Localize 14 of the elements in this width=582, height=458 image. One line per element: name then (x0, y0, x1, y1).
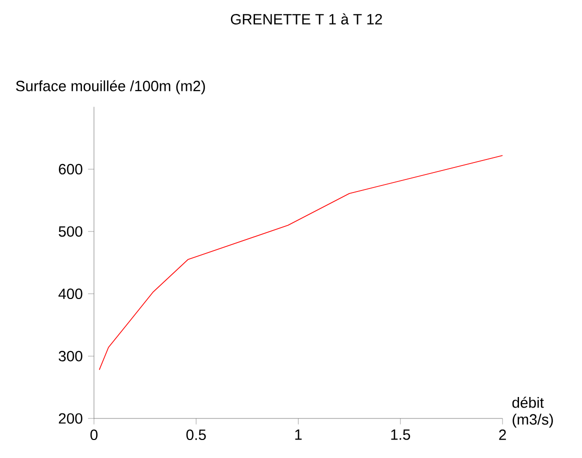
x-tick-label: 0 (90, 430, 98, 440)
y-tick-label: 400 (58, 288, 82, 300)
y-tick-label: 600 (58, 164, 82, 174)
x-tick-label: 1.5 (391, 430, 410, 440)
line-series (98, 155, 503, 370)
y-tick-label: 500 (58, 226, 82, 237)
y-axis-title: Surface mouillée /100m (m2) (16, 80, 205, 94)
y-tick-label: 200 (58, 413, 82, 424)
y-tick-label: 300 (58, 350, 82, 362)
x-axis-title: débit (m3/s) (512, 396, 553, 428)
x-tick-label: 1 (295, 430, 302, 440)
x-tick-label: 2 (499, 430, 506, 440)
chart-title: GRENETTE T 1 à T 12 (230, 13, 382, 24)
x-tick-label: 0.5 (186, 430, 206, 440)
